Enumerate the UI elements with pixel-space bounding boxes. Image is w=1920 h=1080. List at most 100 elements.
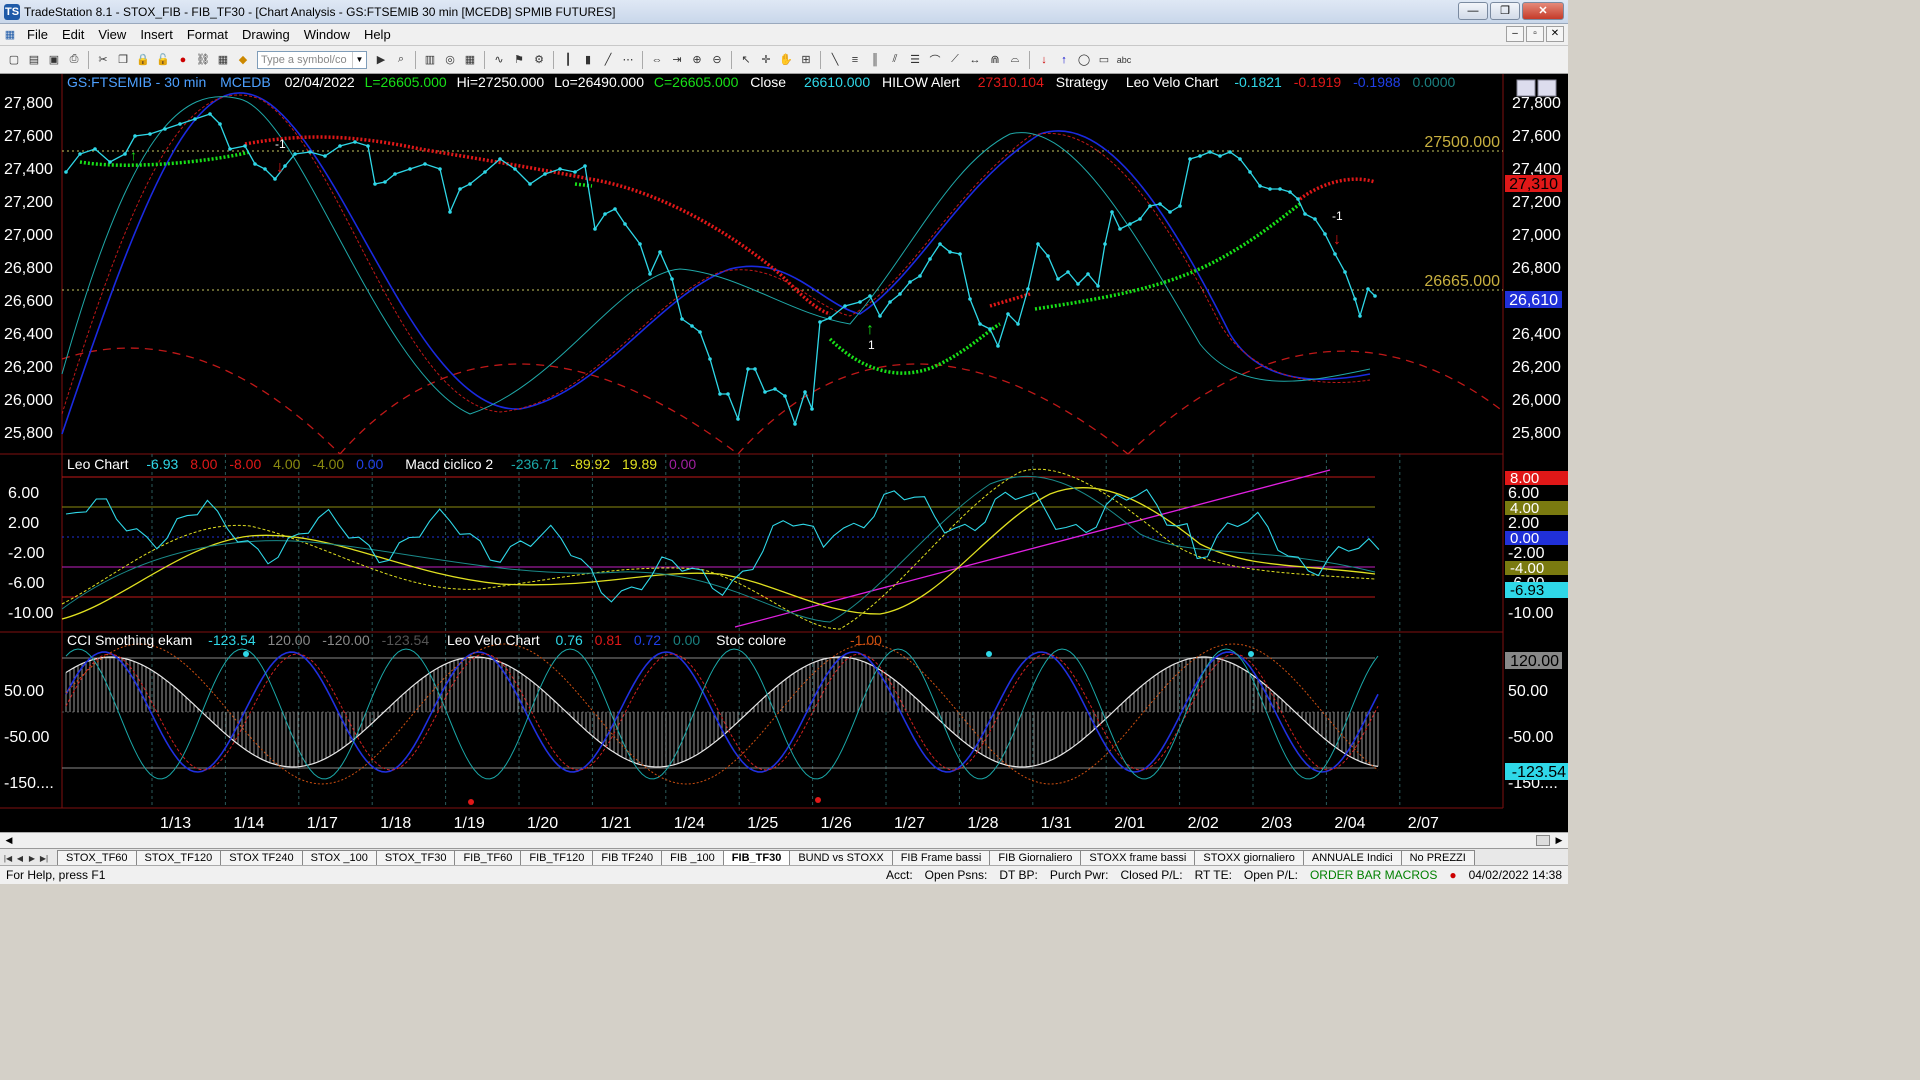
symbol-placeholder: Type a symbol/co — [261, 53, 347, 66]
workspace-tab[interactable]: STOXX frame bassi — [1080, 850, 1196, 865]
bar-type-icon[interactable]: ┃ — [564, 54, 572, 66]
channel-icon[interactable]: ⫽ — [892, 53, 898, 65]
compress-icon[interactable]: ⇥ — [672, 54, 682, 66]
prev-tab-icon[interactable]: ◀ — [16, 854, 24, 863]
first-tab-icon[interactable]: |◀ — [3, 854, 13, 863]
workspace-tab[interactable]: FIB_TF60 — [454, 850, 522, 865]
radar-icon[interactable]: ◎ — [445, 54, 455, 66]
color-icon[interactable]: ◆ — [238, 54, 248, 66]
format-icon[interactable]: ⚙ — [534, 54, 544, 66]
cut-icon[interactable]: ✂ — [98, 54, 108, 66]
symbol-input[interactable]: Type a symbol/co ▼ — [257, 50, 367, 69]
workspace-tab[interactable]: FIB TF240 — [592, 850, 663, 865]
fib-icon[interactable]: ☰ — [910, 54, 920, 66]
menu-edit[interactable]: Edit — [61, 27, 85, 42]
speed-icon[interactable]: ⌓ — [1010, 53, 1020, 65]
scroll-thumb[interactable] — [1536, 835, 1550, 846]
mdi-minimize-icon[interactable]: – — [1506, 26, 1524, 42]
chart-area[interactable]: 27,800 27,800 27,600 27,600 27,400 27,400 27,2… — [0, 74, 1568, 832]
menu-help[interactable]: Help — [363, 27, 391, 42]
menu-file[interactable]: File — [27, 27, 48, 42]
buy-arrow-icon-0: ↑ — [130, 147, 137, 163]
rectangle-icon[interactable]: ▭ — [1098, 54, 1110, 66]
workspace-tab[interactable]: FIB Frame bassi — [891, 850, 991, 865]
new-icon[interactable]: ▢ — [8, 54, 20, 66]
scroll-left-icon[interactable]: ◀ — [5, 835, 13, 845]
menu-window[interactable]: Window — [303, 27, 350, 42]
go-icon[interactable]: ▶ — [376, 54, 386, 66]
copy-icon[interactable]: ❐ — [118, 54, 128, 66]
workspace-tab[interactable]: STOX_TF60 — [57, 850, 137, 865]
leo-tag-m4 — [1505, 561, 1568, 575]
horizontal-scrollbar[interactable]: ◀ ▶ — [0, 832, 1568, 848]
search-icon[interactable]: ⌕ — [397, 53, 405, 65]
link-icon[interactable]: ⛓ — [196, 54, 210, 66]
lock2-icon[interactable]: 🔓 — [156, 54, 170, 66]
status-order-bar[interactable]: ORDER BAR MACROS — [1309, 868, 1438, 882]
vline-icon[interactable]: ║ — [871, 53, 879, 66]
open-icon[interactable]: ▤ — [28, 54, 40, 66]
snap-icon[interactable]: ⊞ — [801, 54, 811, 66]
hand-icon[interactable]: ✋ — [779, 54, 793, 66]
menu-drawing[interactable]: Drawing — [242, 27, 290, 42]
workspace-tab[interactable]: FIB_TF30 — [722, 850, 791, 865]
text-icon[interactable]: abc — [1116, 54, 1132, 65]
point-type-icon[interactable]: ⋯ — [622, 54, 634, 66]
matrix-icon[interactable]: ▦ — [464, 54, 476, 66]
close-icon[interactable]: ✕ — [1522, 2, 1564, 20]
maximize-icon[interactable]: ❐ — [1490, 2, 1520, 20]
record-icon[interactable]: ● — [179, 53, 187, 66]
ellipse-icon[interactable]: ◯ — [1077, 54, 1091, 66]
pointer-icon[interactable]: ↖ — [741, 54, 751, 66]
menu-insert[interactable]: Insert — [140, 27, 173, 42]
arc-icon[interactable]: ⌒ — [929, 54, 941, 67]
line-type-icon[interactable]: ╱ — [604, 54, 612, 66]
pane-max-icon[interactable] — [1537, 79, 1557, 97]
velo-v3: -0.1988 — [1353, 74, 1401, 90]
grid-icon[interactable]: ▦ — [217, 54, 229, 66]
save-icon[interactable]: ▣ — [48, 54, 60, 66]
workspace-tab[interactable]: FIB Giornaliero — [989, 850, 1082, 865]
lock-icon[interactable]: 🔒 — [136, 54, 150, 66]
print-icon[interactable]: ⎙ — [69, 53, 79, 65]
minimize-icon[interactable]: — — [1458, 2, 1488, 20]
cycle-icon[interactable]: ⋒ — [990, 54, 1000, 66]
last-tab-icon[interactable]: ▶| — [39, 854, 49, 863]
workspace-tab[interactable]: ANNUALE Indici — [1302, 850, 1402, 865]
velo-v4: 0.0000 — [1412, 74, 1455, 90]
zoom-in-icon[interactable]: ⊕ — [692, 54, 702, 66]
hline-icon[interactable]: ≡ — [851, 53, 859, 66]
crosshair-icon[interactable]: ✛ — [761, 54, 771, 66]
chevron-down-icon[interactable]: ▼ — [352, 51, 366, 68]
price-point — [393, 172, 397, 176]
trendline-icon[interactable]: ╲ — [831, 54, 839, 66]
candle-icon[interactable]: ▮ — [584, 54, 592, 66]
menu-format[interactable]: Format — [186, 27, 228, 42]
workspace-tab[interactable]: No PREZZI — [1400, 850, 1475, 865]
mdi-close-icon[interactable]: ✕ — [1546, 26, 1564, 42]
workspace-tab[interactable]: BUND vs STOXX — [789, 850, 893, 865]
workspace-tab[interactable]: FIB _100 — [661, 850, 724, 865]
pane-restore-icon[interactable] — [1516, 79, 1536, 97]
workspace-tab[interactable]: STOX _100 — [301, 850, 377, 865]
menu-view[interactable]: View — [98, 27, 127, 42]
arrow-up-icon[interactable]: ↑ — [1061, 53, 1067, 66]
measure-icon[interactable]: ↔ — [969, 53, 981, 66]
workspace-tab[interactable]: STOX_TF120 — [135, 850, 222, 865]
zoom-out-icon[interactable]: ⊖ — [712, 54, 722, 66]
bar-spacing-icon[interactable]: ⇔ — [651, 53, 663, 66]
mdi-restore-icon[interactable]: ▫ — [1526, 26, 1544, 42]
workspace-tab[interactable]: STOX_TF30 — [375, 850, 456, 865]
next-tab-icon[interactable]: ▶ — [28, 854, 36, 863]
workspace-tab[interactable]: FIB_TF120 — [520, 850, 594, 865]
leo-velo-label: Leo Velo Chart — [1126, 74, 1219, 90]
price-point — [746, 367, 750, 371]
strategy-icon[interactable]: ⚑ — [514, 54, 524, 66]
gann-icon[interactable]: ⟋ — [951, 53, 959, 65]
scroll-right-icon[interactable]: ▶ — [1555, 835, 1563, 845]
indicator-icon[interactable]: ∿ — [494, 54, 504, 66]
workspace-tab[interactable]: STOXX giornaliero — [1194, 850, 1304, 865]
chart-icon[interactable]: ▥ — [424, 54, 436, 66]
arrow-down-icon[interactable]: ↓ — [1041, 53, 1047, 66]
workspace-tab[interactable]: STOX TF240 — [220, 850, 303, 865]
